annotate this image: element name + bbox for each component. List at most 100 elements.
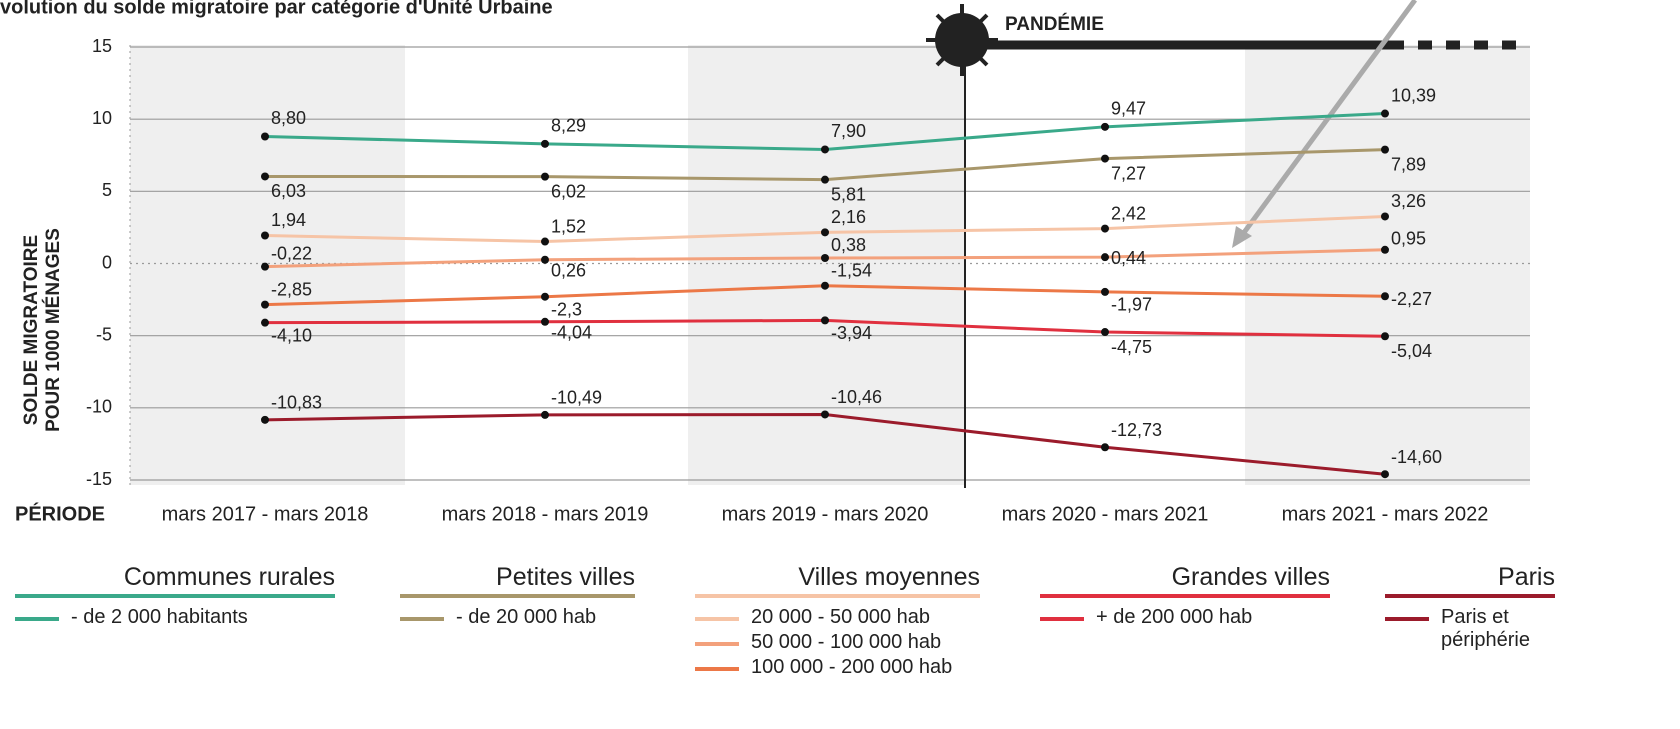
legend-swatch [400, 617, 444, 621]
data-label: -4,04 [551, 323, 592, 343]
data-label: 3,26 [1391, 191, 1426, 211]
data-point [821, 175, 829, 184]
data-point [1101, 154, 1109, 163]
y-tick-label: 5 [102, 180, 112, 200]
data-point [1381, 109, 1389, 118]
y-tick-label: -15 [86, 469, 112, 489]
data-point [1381, 245, 1389, 254]
data-point [261, 172, 269, 181]
data-label: 6,03 [271, 181, 306, 201]
x-tick-label: mars 2017 - mars 2018 [162, 503, 369, 525]
data-point [261, 415, 269, 424]
data-point [261, 300, 269, 309]
data-label: -1,54 [831, 260, 872, 280]
legend-swatch [695, 667, 739, 671]
legend-group-title: Paris [1385, 563, 1555, 598]
data-label: 8,80 [271, 108, 306, 128]
legend-swatch [1040, 617, 1084, 621]
data-label: -2,85 [271, 279, 312, 299]
data-point [1101, 443, 1109, 452]
legend-swatch [1385, 617, 1429, 621]
data-label: 1,94 [271, 210, 306, 230]
arrow-head [1232, 226, 1252, 248]
data-label: 7,90 [831, 121, 866, 141]
data-label: -0,22 [271, 243, 312, 263]
data-label: 2,42 [1111, 203, 1146, 223]
x-tick-label: mars 2020 - mars 2021 [1002, 503, 1209, 525]
legend-label: 100 000 - 200 000 hab [751, 656, 953, 678]
legend-swatch [695, 642, 739, 646]
legend-label: 20 000 - 50 000 hab [751, 606, 931, 628]
legend-group-title: Grandes villes [1040, 563, 1330, 598]
legend-item: 20 000 - 50 000 hab [695, 606, 990, 629]
data-label: -2,27 [1391, 289, 1432, 309]
data-point [541, 237, 549, 246]
data-label: 1,52 [551, 216, 586, 236]
legend-item: + de 200 000 hab [1040, 606, 1340, 629]
data-point [261, 132, 269, 141]
legend-item: - de 20 000 hab [400, 606, 645, 629]
data-label: 7,89 [1391, 154, 1426, 174]
legend-swatch [15, 617, 59, 621]
virus-icon [926, 4, 998, 76]
data-label: -3,94 [831, 323, 872, 343]
data-label: -4,75 [1111, 337, 1152, 357]
data-label: 5,81 [831, 184, 866, 204]
data-point [1381, 332, 1389, 341]
y-axis-label: POUR 1000 MÉNAGES [42, 228, 64, 432]
legend-label: + de 200 000 hab [1096, 606, 1253, 628]
x-tick-label: mars 2021 - mars 2022 [1282, 503, 1489, 525]
band [688, 45, 965, 485]
data-label: 8,29 [551, 116, 586, 136]
data-point [821, 145, 829, 154]
data-label: 0,44 [1111, 248, 1146, 268]
data-point [821, 410, 829, 419]
data-point [541, 139, 549, 148]
x-tick-label: mars 2018 - mars 2019 [442, 503, 649, 525]
x-axis-label: PÉRIODE [15, 502, 105, 525]
data-label: 0,26 [551, 260, 586, 280]
legend-item: 100 000 - 200 000 hab [695, 656, 990, 679]
y-axis-label: SOLDE MIGRATOIRE [21, 235, 42, 425]
data-point [1101, 253, 1109, 262]
x-tick-label: mars 2019 - mars 2020 [722, 503, 929, 525]
y-tick-label: 15 [92, 36, 112, 56]
data-point [261, 231, 269, 240]
data-point [821, 281, 829, 290]
data-point [541, 255, 549, 264]
y-tick-label: 0 [102, 252, 112, 272]
legend-label: - de 2 000 habitants [71, 606, 248, 628]
data-point [821, 254, 829, 263]
legend-swatch [695, 617, 739, 621]
data-label: 0,38 [831, 235, 866, 255]
legend-label: - de 20 000 hab [456, 606, 597, 628]
data-label: 7,27 [1111, 163, 1146, 183]
data-label: -12,73 [1111, 420, 1162, 440]
data-label: -10,49 [551, 388, 602, 408]
legend-item: 50 000 - 100 000 hab [695, 631, 990, 654]
legend-item: - de 2 000 habitants [15, 606, 345, 629]
legend-label: 50 000 - 100 000 hab [751, 631, 942, 653]
y-tick-label: 10 [92, 108, 112, 128]
legend-group-title: Villes moyennes [695, 563, 980, 598]
data-point [1381, 470, 1389, 479]
data-label: 2,16 [831, 207, 866, 227]
data-point [541, 292, 549, 301]
arrow [1237, 0, 1418, 240]
data-point [1101, 224, 1109, 233]
data-point [1381, 212, 1389, 221]
chart-title: volution du solde migratoire par catégor… [0, 0, 553, 18]
legend-item: Paris et périphérie [1385, 606, 1565, 652]
data-point [261, 318, 269, 327]
data-point [541, 410, 549, 419]
legend-group-title: Petites villes [400, 563, 635, 598]
data-label: -4,10 [271, 325, 312, 345]
data-point [541, 317, 549, 326]
y-tick-label: -10 [86, 397, 112, 417]
data-label: -2,3 [551, 299, 582, 319]
data-point [541, 172, 549, 181]
legend-label: Paris et périphérie [1441, 606, 1530, 651]
data-label: -5,04 [1391, 341, 1432, 361]
